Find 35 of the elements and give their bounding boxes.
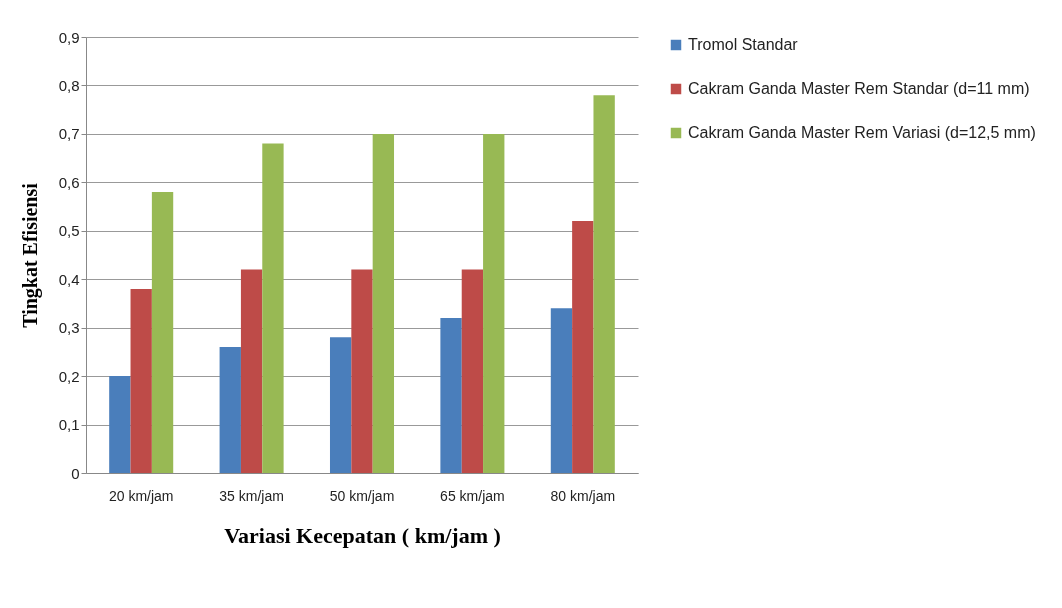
bar bbox=[262, 143, 284, 473]
y-tick-label: 0,2 bbox=[58, 367, 80, 385]
x-tick-label: 20 km/jam bbox=[108, 487, 174, 504]
bar bbox=[130, 288, 152, 473]
y-tick-label: 0,6 bbox=[58, 173, 80, 191]
y-tick-label: 0,7 bbox=[58, 125, 80, 143]
bar bbox=[351, 269, 373, 473]
bar bbox=[593, 95, 615, 473]
bar bbox=[329, 337, 352, 473]
y-tick-label: 0 bbox=[71, 464, 80, 482]
bar bbox=[572, 221, 594, 473]
x-tick-label: 65 km/jam bbox=[440, 487, 505, 504]
x-tick-label: 35 km/jam bbox=[219, 487, 284, 504]
bar bbox=[440, 317, 462, 473]
y-tick-label: 0,5 bbox=[58, 222, 80, 240]
bar bbox=[240, 269, 263, 473]
bar bbox=[372, 133, 395, 473]
legend-label: Cakram Ganda Master Rem Standar (d=11 mm) bbox=[688, 80, 1030, 97]
y-tick-label: 0,3 bbox=[58, 319, 80, 337]
y-axis-title: Tingkat Efisiensi bbox=[18, 182, 42, 328]
x-tick-label: 50 km/jam bbox=[329, 487, 395, 504]
y-tick-label: 0,4 bbox=[58, 270, 80, 288]
bar bbox=[550, 308, 573, 473]
x-axis-title: Variasi Kecepatan ( km/jam ) bbox=[224, 522, 501, 548]
bar bbox=[219, 347, 241, 473]
legend-label: Cakram Ganda Master Rem Variasi (d=12,5 mm) bbox=[688, 124, 1036, 141]
bar bbox=[109, 376, 131, 473]
legend-label: Tromol Standar bbox=[688, 36, 799, 53]
y-tick-label: 0,1 bbox=[58, 416, 80, 434]
y-tick-label: 0,9 bbox=[58, 28, 80, 46]
bar bbox=[151, 192, 174, 473]
bar bbox=[461, 269, 484, 473]
bar bbox=[483, 133, 505, 473]
x-tick-label: 80 km/jam bbox=[550, 487, 616, 504]
y-tick-label: 0,8 bbox=[58, 76, 80, 94]
